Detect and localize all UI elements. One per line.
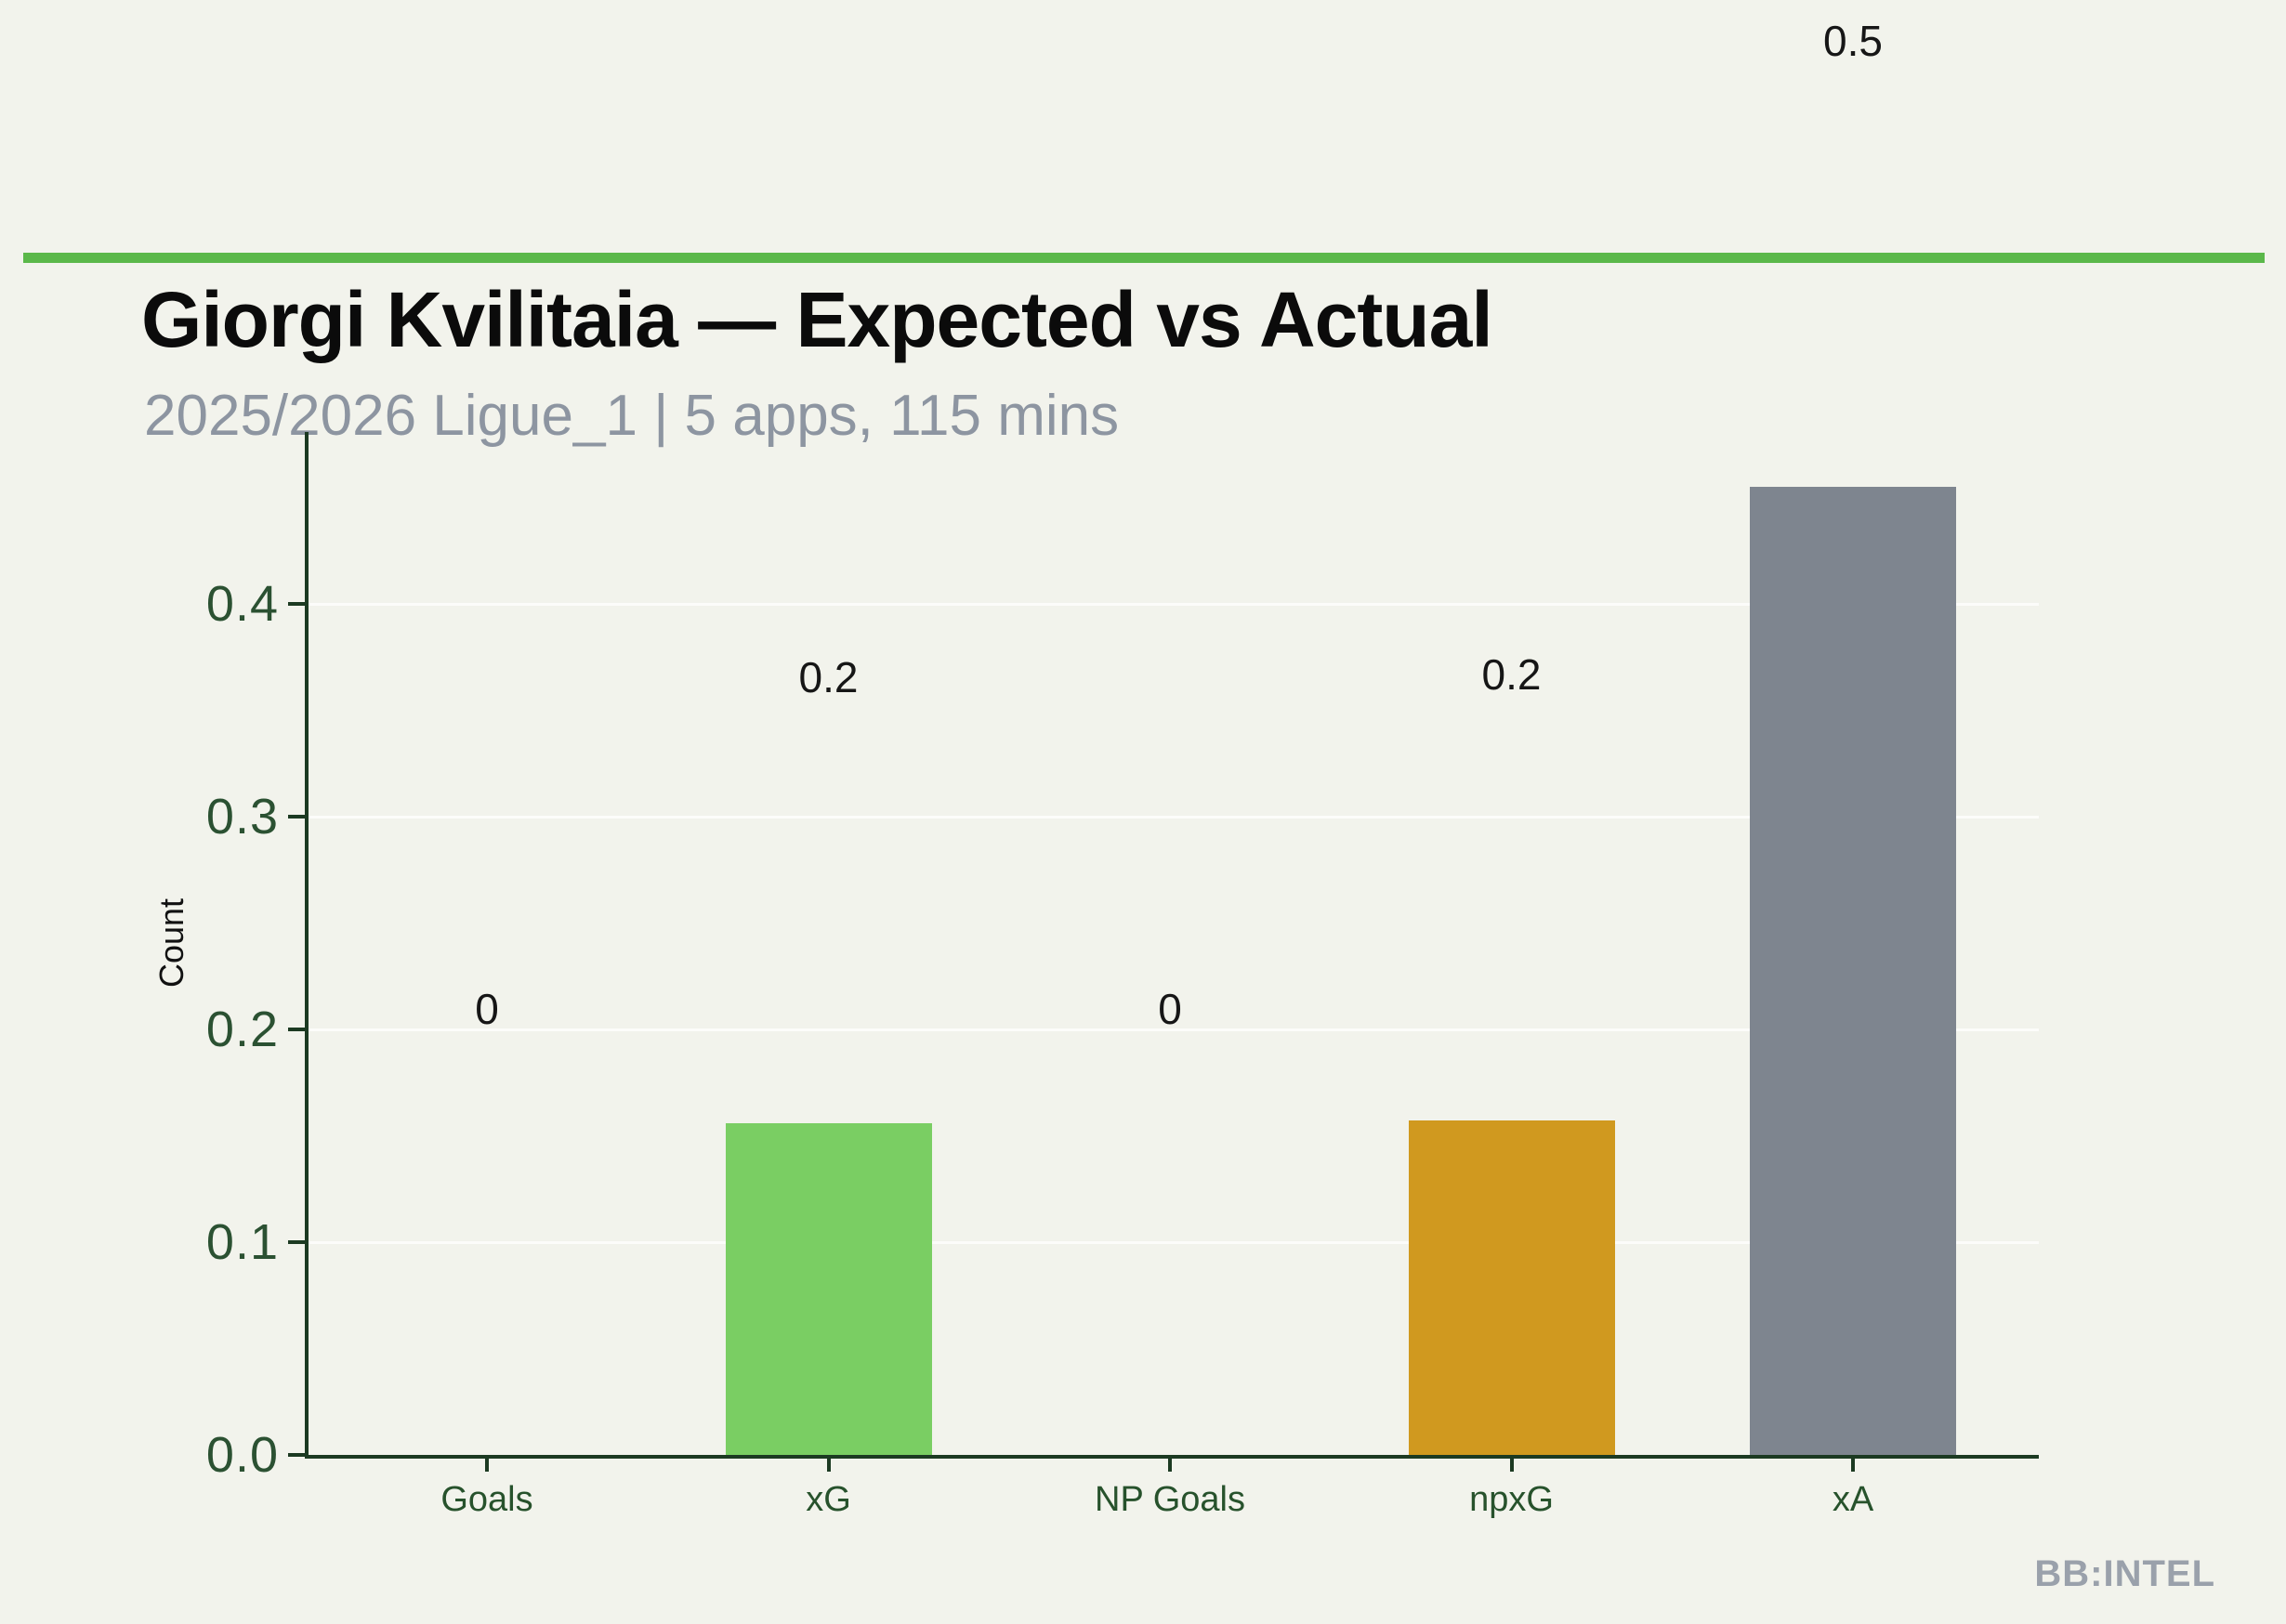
y-tick-label-0.1: 0.1 [205, 1214, 279, 1270]
x-tick-mark-goals [485, 1457, 489, 1472]
gridline-0.1 [309, 1240, 2039, 1244]
y-tick-label-0.0: 0.0 [205, 1427, 279, 1483]
x-tick-mark-np-goals [1168, 1457, 1172, 1472]
chart-subtitle: 2025/2026 Ligue_1 | 5 apps, 115 mins [144, 384, 1120, 448]
bar-value-label-np-goals: 0 [1158, 985, 1182, 1033]
bar-npxg [1408, 1120, 1615, 1455]
x-tick-mark-xa [1851, 1457, 1855, 1472]
y-tick-mark-0.0 [288, 1453, 305, 1457]
y-tick-mark-0.4 [288, 602, 305, 606]
x-tick-label-xg: xG [806, 1480, 851, 1519]
gridline-0.3 [309, 815, 2039, 819]
gridline-0.2 [309, 1028, 2039, 1031]
y-tick-label-0.2: 0.2 [205, 1002, 279, 1057]
y-tick-mark-0.1 [288, 1240, 305, 1244]
brand-watermark: BB:INTEL [2034, 1553, 2215, 1594]
x-tick-label-goals: Goals [440, 1480, 533, 1519]
bar-value-label-goals: 0 [475, 985, 499, 1033]
y-tick-mark-0.2 [288, 1028, 305, 1031]
y-tick-label-0.3: 0.3 [205, 789, 279, 845]
y-axis-spine [305, 432, 309, 1459]
y-tick-label-0.4: 0.4 [205, 576, 279, 632]
x-tick-label-xa: xA [1832, 1480, 1874, 1519]
bar-xg [725, 1123, 932, 1455]
bar-value-label-xg: 0.2 [798, 653, 859, 701]
x-tick-label-np-goals: NP Goals [1095, 1480, 1245, 1519]
x-tick-label-npxg: npxG [1469, 1480, 1554, 1519]
bar-xa [1750, 487, 1956, 1455]
x-tick-mark-npxg [1509, 1457, 1514, 1472]
y-tick-mark-0.3 [288, 815, 305, 819]
accent-divider-line [23, 253, 2265, 263]
x-axis-spine [305, 1455, 2039, 1459]
bar-value-label-npxg: 0.2 [1481, 650, 1542, 699]
chart-title: Giorgi Kvilitaia — Expected vs Actual [141, 276, 1493, 363]
gridline-0.4 [309, 602, 2039, 606]
y-axis-title: Count [152, 897, 190, 989]
bar-value-label-xa: 0.5 [1823, 17, 1883, 65]
x-tick-mark-xg [826, 1457, 831, 1472]
